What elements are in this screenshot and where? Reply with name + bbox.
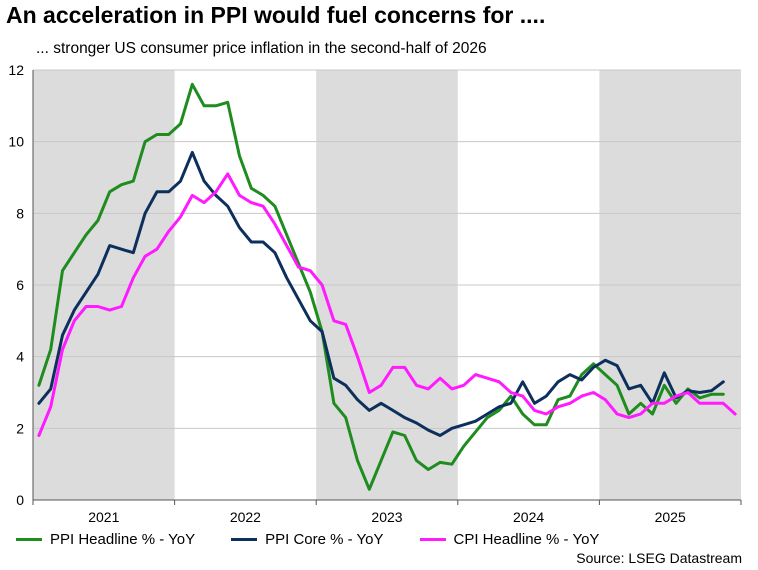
- x-tick-label-2022: 2022: [230, 509, 261, 525]
- y-tick-label-8: 8: [16, 205, 24, 221]
- y-tick-label-12: 12: [8, 62, 24, 78]
- y-axis-ticks: 0 2 4 6 8 10 12: [8, 62, 24, 508]
- legend-swatch-cpi-headline: [419, 538, 446, 541]
- x-tick-label-2023: 2023: [371, 509, 402, 525]
- x-tick-label-2021: 2021: [88, 509, 119, 525]
- legend-item-ppi-core: PPI Core % - YoY: [231, 531, 384, 548]
- chart-title: An acceleration in PPI would fuel concer…: [6, 2, 546, 28]
- series-line-cpi-headline-yoy: [37, 172, 737, 437]
- y-tick-label-4: 4: [16, 349, 24, 365]
- legend-label-ppi-core: PPI Core % - YoY: [265, 531, 384, 548]
- legend-label-ppi-headline: PPI Headline % - YoY: [50, 531, 196, 548]
- series-line-ppi-core-yoy: [37, 150, 725, 437]
- x-tick-label-2024: 2024: [513, 509, 544, 525]
- series-lines: [37, 82, 737, 491]
- axes: [32, 70, 741, 501]
- series-line-ppi-headline-yoy: [37, 82, 725, 491]
- legend: PPI Headline % - YoY PPI Core % - YoY CP…: [16, 531, 635, 548]
- y-tick-label-6: 6: [16, 277, 24, 293]
- y-tick-label-2: 2: [16, 420, 24, 436]
- x-axis-ticks: 2021 2022 2023 2024 2025: [32, 500, 742, 525]
- chart-subtitle: ... stronger US consumer price inflation…: [36, 40, 487, 57]
- y-tick-label-10: 10: [8, 134, 24, 150]
- gridlines: [33, 69, 741, 429]
- x-tick-label-2025: 2025: [655, 509, 686, 525]
- legend-item-ppi-headline: PPI Headline % - YoY: [16, 531, 195, 548]
- source-note: Source: LSEG Datastream: [576, 550, 742, 566]
- legend-swatch-ppi-headline: [16, 538, 42, 541]
- legend-swatch-ppi-core: [231, 538, 258, 541]
- y-tick-label-0: 0: [16, 492, 24, 508]
- legend-item-cpi-headline: CPI Headline % - YoY: [419, 531, 600, 548]
- legend-label-cpi-headline: CPI Headline % - YoY: [453, 531, 600, 548]
